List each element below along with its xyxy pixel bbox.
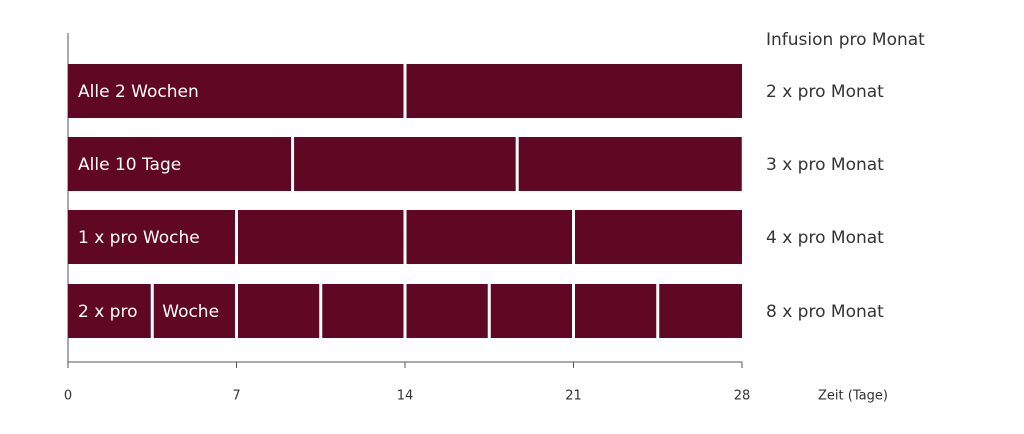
x-tick-label: 0: [64, 389, 72, 404]
x-tick-label: 7: [232, 389, 240, 404]
bar-label: Alle 2 Wochen: [78, 82, 199, 102]
right-header: Infusion pro Monat: [766, 30, 925, 50]
bar-segment: [68, 284, 151, 338]
bar-segment: [238, 210, 404, 264]
rate-label: 8 x pro Monat: [766, 302, 884, 322]
rate-label: 4 x pro Monat: [766, 228, 884, 248]
x-tick-label: 14: [397, 389, 414, 404]
x-tick-label: 28: [734, 389, 751, 404]
bar-segment: [68, 64, 404, 118]
bar-segment: [406, 64, 742, 118]
bar-segment: [575, 210, 742, 264]
bar-label: Alle 10 Tage: [78, 155, 181, 175]
bar-label: 2 x pro: [78, 302, 138, 322]
rate-label: 2 x pro Monat: [766, 82, 884, 102]
bar-label: Woche: [162, 302, 219, 322]
bar-segment: [659, 284, 742, 338]
bar-segment: [518, 137, 742, 191]
bar-segment: [322, 284, 404, 338]
x-tick-label: 21: [565, 389, 582, 404]
bar-segment: [490, 284, 572, 338]
bar-segment: [406, 210, 572, 264]
bar-segment: [294, 137, 516, 191]
rate-label: 3 x pro Monat: [766, 155, 884, 175]
x-axis-label: Zeit (Tage): [818, 389, 888, 404]
bar-label: 1 x pro Woche: [78, 228, 200, 248]
bar-segment: [575, 284, 657, 338]
bar-segment: [406, 284, 488, 338]
bar-segment: [68, 210, 235, 264]
bar-segment: [238, 284, 320, 338]
bar-segment: [68, 137, 292, 191]
bar-segment: [153, 284, 235, 338]
